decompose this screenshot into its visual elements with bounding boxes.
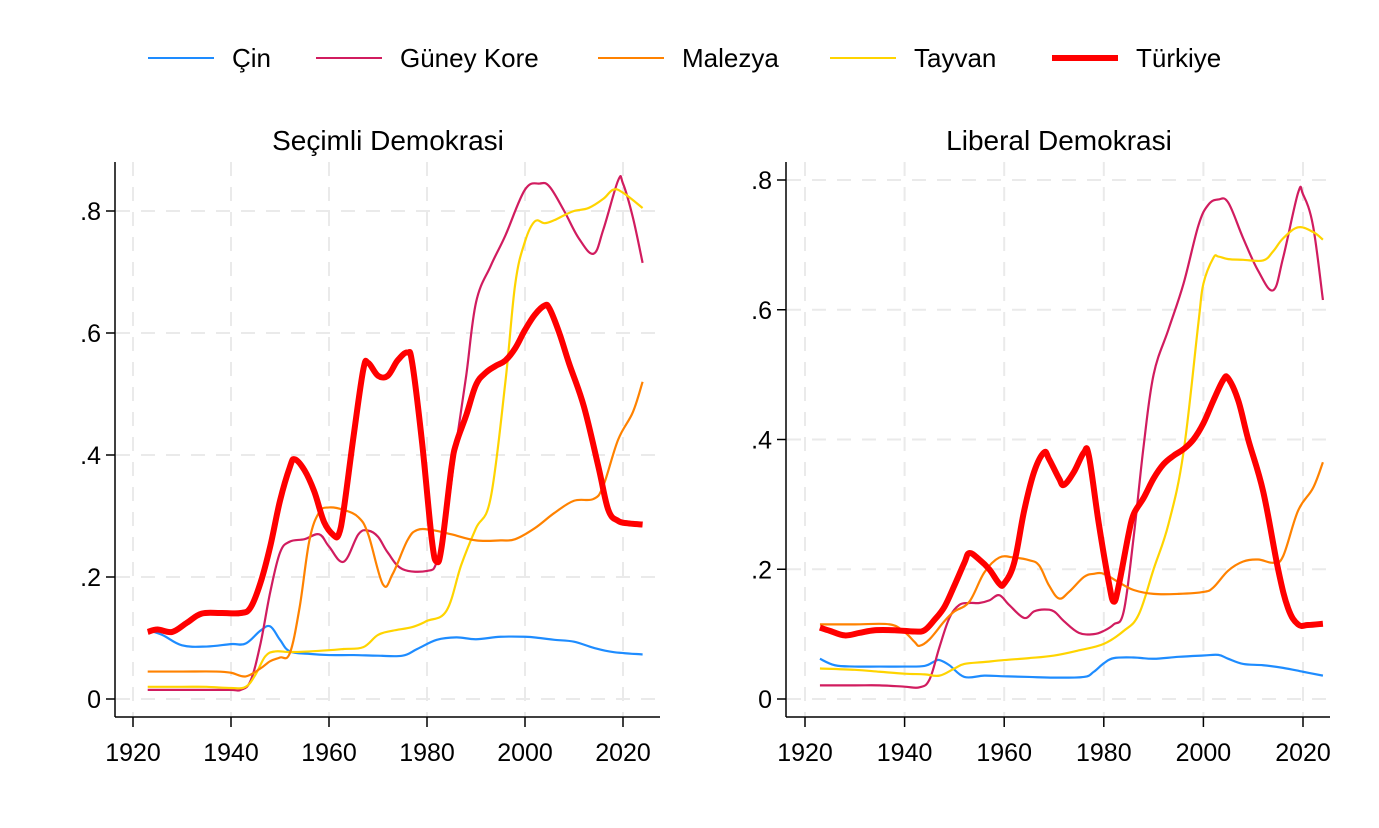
legend-item-guney-kore: Güney Kore	[316, 38, 539, 78]
x-tick-label: 2020	[1275, 739, 1331, 767]
legend-label: Malezya	[682, 42, 779, 73]
legend-swatch-malezya	[598, 57, 664, 59]
legend-item-malezya: Malezya	[598, 38, 779, 78]
legend-swatch-guney-kore	[316, 57, 382, 59]
legend-swatch-cin	[148, 57, 214, 59]
series-line-malezya	[819, 461, 1324, 647]
panel-title: Seçimli Demokrasi	[272, 125, 504, 156]
x-tick-label: 1960	[976, 739, 1032, 767]
x-tick-label: 2000	[1176, 739, 1232, 767]
y-tick-label: .2	[80, 564, 101, 592]
x-tick-label: 1940	[877, 739, 933, 767]
y-tick-label: 0	[758, 686, 772, 714]
series-line-malezya	[147, 381, 644, 678]
series-line-turkiye	[146, 301, 643, 636]
legend-label: Türkiye	[1136, 42, 1222, 73]
y-tick-label: .4	[80, 442, 101, 470]
series-line-guney-kore	[147, 175, 644, 692]
legend: Çin Güney Kore Malezya Tayvan Türkiye	[0, 38, 1379, 78]
x-tick-label: 2020	[595, 739, 651, 767]
x-tick-label: 1980	[399, 739, 455, 767]
legend-item-cin: Çin	[148, 38, 271, 78]
y-tick-label: .4	[751, 427, 772, 455]
panel-liberal-demokrasi: Liberal Demokrasi 0 .2 .4 .6 .8 1920 1940 1960 19…	[751, 125, 1331, 767]
legend-label: Çin	[232, 42, 272, 73]
legend-swatch-turkiye	[1052, 55, 1118, 61]
series-line-turkiye	[819, 373, 1324, 639]
series-line-cin	[147, 624, 643, 658]
panel-title: Liberal Demokrasi	[946, 125, 1172, 156]
series-line-cin	[819, 653, 1324, 679]
series-line-guney-kore	[819, 185, 1325, 689]
y-tick-label: .6	[80, 320, 101, 348]
y-tick-label: .6	[751, 297, 772, 325]
panel-secimli-demokrasi: Seçimli Demokrasi 0 .2 .4 .6 .8 1920 1940 1960 19…	[80, 125, 660, 767]
legend-item-tayvan: Tayvan	[830, 38, 996, 78]
x-tick-label: 1920	[777, 739, 833, 767]
x-tick-label: 2000	[497, 739, 553, 767]
y-tick-label: 0	[87, 686, 101, 714]
series-line-tayvan	[819, 226, 1324, 678]
x-tick-label: 1940	[203, 739, 259, 767]
y-tick-label: .8	[751, 167, 772, 195]
legend-label: Tayvan	[914, 42, 997, 73]
legend-item-turkiye: Türkiye	[1052, 38, 1221, 78]
legend-swatch-tayvan	[830, 57, 896, 59]
y-tick-label: .2	[751, 556, 772, 584]
series-line-tayvan	[147, 188, 644, 690]
x-tick-label: 1980	[1076, 739, 1132, 767]
y-tick-label: .8	[80, 198, 101, 226]
x-tick-label: 1920	[105, 739, 161, 767]
legend-label: Güney Kore	[400, 42, 539, 73]
x-tick-label: 1960	[301, 739, 357, 767]
